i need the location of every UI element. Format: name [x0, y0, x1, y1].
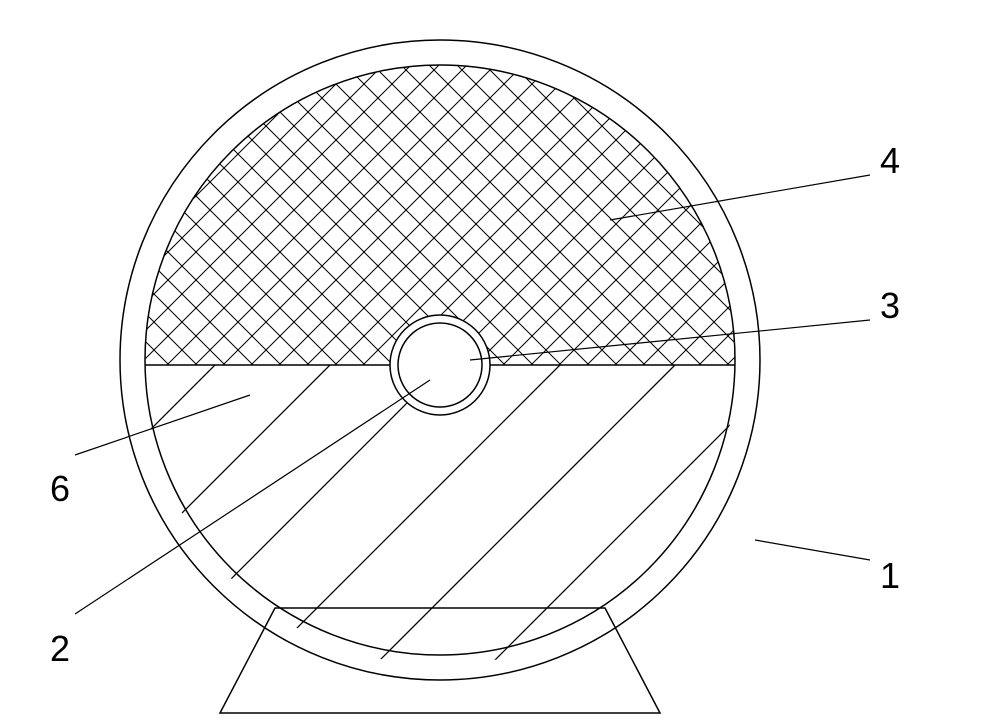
base-stand [220, 608, 660, 713]
leader-line-1 [755, 540, 870, 560]
callout-label-3: 3 [880, 285, 900, 327]
callout-label-1: 1 [880, 555, 900, 597]
technical-drawing-svg [0, 0, 1000, 728]
callout-label-4: 4 [880, 140, 900, 182]
leader-line-6 [75, 395, 250, 455]
center-button-inner [398, 323, 482, 407]
callout-label-2: 2 [50, 628, 70, 670]
leader-line-2 [75, 380, 430, 614]
callout-label-6: 6 [50, 468, 70, 510]
diagram-container: 4 3 6 2 1 [0, 0, 1000, 728]
